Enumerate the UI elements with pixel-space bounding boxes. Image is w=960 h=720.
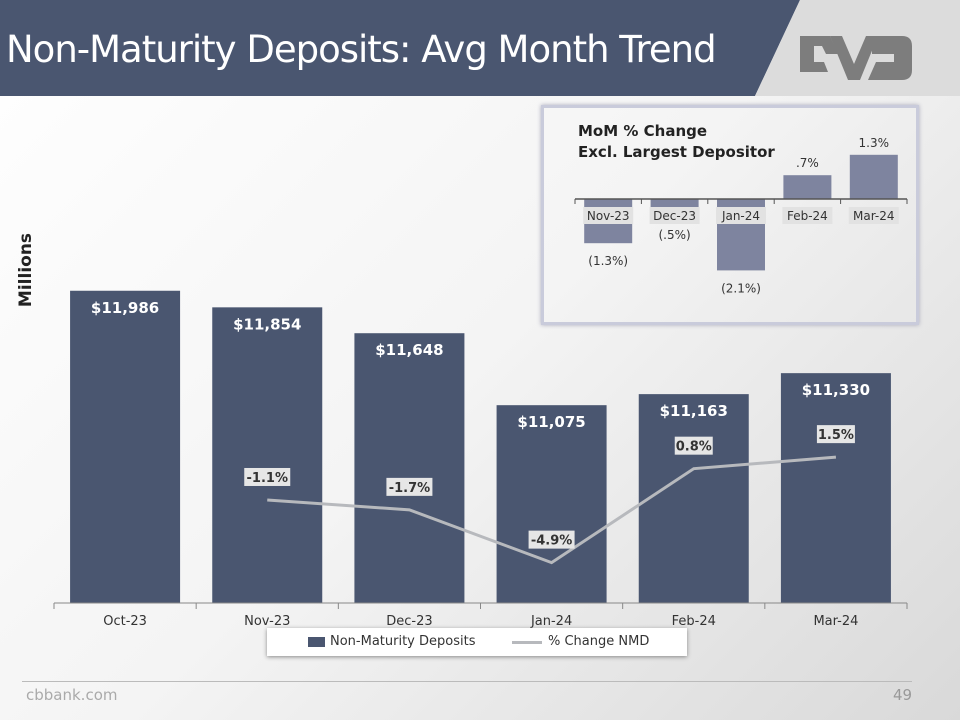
- footer-website: cbbank.com: [26, 686, 118, 704]
- x-tick-label-Dec-23: Dec-23: [386, 614, 432, 629]
- x-tick-label-Mar-24: Mar-24: [813, 614, 858, 629]
- bar-Jan-24: [496, 405, 607, 603]
- inset-title: MoM % Change Excl. Largest Depositor: [578, 122, 775, 161]
- legend-swatch-line: [512, 641, 542, 644]
- bar-Dec-23: [354, 333, 465, 603]
- bar-label-Oct-23: $11,986: [91, 299, 159, 317]
- line-label-bg: [528, 530, 575, 549]
- x-tick-label-Oct-23: Oct-23: [103, 614, 147, 629]
- line-label-bg: [816, 425, 855, 444]
- header-banner: [0, 0, 960, 96]
- line-label-Jan-24: -4.9%: [531, 534, 572, 549]
- legend-label-pct: % Change NMD: [548, 634, 650, 649]
- bar-Oct-23: [70, 290, 181, 603]
- line-label-Nov-23: -1.1%: [247, 471, 288, 486]
- footer-divider: [22, 681, 912, 682]
- slide-title: Non-Maturity Deposits: Avg Month Trend: [6, 28, 717, 71]
- line-label-Mar-24: 1.5%: [818, 428, 854, 443]
- bar-Mar-24: [780, 373, 891, 603]
- bar-label-Jan-24: $11,075: [517, 413, 585, 431]
- x-tick-label-Jan-24: Jan-24: [530, 614, 572, 629]
- cvb-logo-icon: [800, 36, 912, 80]
- bar-label-Dec-23: $11,648: [375, 341, 443, 359]
- x-tick-label-Nov-23: Nov-23: [244, 614, 290, 629]
- bar-label-Mar-24: $11,330: [802, 381, 870, 399]
- inset-chart-frame: [541, 105, 919, 325]
- line-label-Dec-23: -1.7%: [389, 481, 430, 496]
- bar-label-Feb-24: $11,163: [660, 402, 728, 420]
- line-pct-change: [267, 455, 837, 565]
- legend-label-nmd: Non-Maturity Deposits: [330, 634, 476, 649]
- line-label-bg: [674, 436, 713, 455]
- line-label-bg: [386, 477, 433, 496]
- page-number: 49: [893, 686, 913, 704]
- bar-Feb-24: [638, 394, 749, 603]
- slide-header: Non-Maturity Deposits: Avg Month Trend: [0, 0, 960, 100]
- bar-label-Nov-23: $11,854: [233, 315, 301, 333]
- legend-swatch-bar: [308, 637, 325, 647]
- line-label-Feb-24: 0.8%: [676, 440, 712, 455]
- line-label-bg: [244, 467, 291, 486]
- x-tick-label-Feb-24: Feb-24: [672, 614, 716, 629]
- legend: Non-Maturity Deposits % Change NMD: [267, 628, 687, 656]
- bar-Nov-23: [212, 307, 323, 603]
